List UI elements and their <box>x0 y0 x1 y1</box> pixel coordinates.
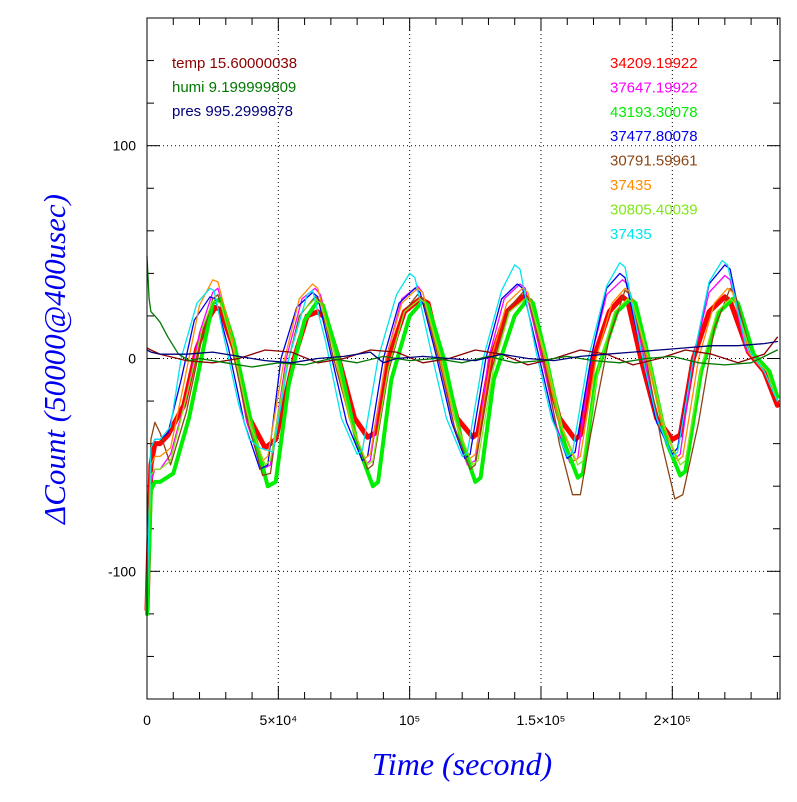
series-legend-entry-7: 37435 <box>610 226 652 243</box>
series-lines <box>144 255 780 616</box>
x-tick-label-0: 0 <box>143 712 151 728</box>
series-legend: 34209.19922 37647.19922 43193.30078 37477.8… <box>610 55 698 243</box>
series-legend-entry-6: 30805.40039 <box>610 201 698 218</box>
series-line-10 <box>146 340 779 364</box>
plot-frame <box>146 17 781 700</box>
series-legend-entry-3: 37477.80078 <box>610 128 698 145</box>
x-axis-label: Time (second) <box>372 746 552 782</box>
env-legend-entry-0: temp 15.60000038 <box>172 55 297 72</box>
series-line-6 <box>146 298 779 594</box>
series-legend-entry-4: 30791.59961 <box>610 153 698 170</box>
env-legend-entry-2: pres 995.2999878 <box>172 103 293 120</box>
tick-marks <box>147 18 780 699</box>
env-legend: temp 15.60000038 humi 9.199999809 pres 995… <box>172 55 297 120</box>
x-tick-label-3: 1.5×10⁵ <box>516 712 565 728</box>
series-legend-entry-0: 34209.19922 <box>610 55 698 72</box>
series-legend-entry-1: 37647.19922 <box>610 79 698 96</box>
series-line-5 <box>146 279 779 594</box>
x-tick-label-1: 5×10⁴ <box>260 712 298 728</box>
series-legend-entry-5: 37435 <box>610 177 652 194</box>
y-axis-label: ΔCount (50000@400usec) <box>37 194 72 526</box>
series-line-9 <box>146 255 779 368</box>
y-tick-label-2: 100 <box>113 138 137 154</box>
series-legend-entry-2: 43193.30078 <box>610 104 698 121</box>
env-legend-entry-1: humi 9.199999809 <box>172 79 296 96</box>
gridlines <box>147 18 780 699</box>
y-tick-label-1: 0 <box>128 351 136 367</box>
series-line-7 <box>146 259 779 604</box>
x-tick-label-4: 2×10⁵ <box>654 712 691 728</box>
tick-labels: 0 5×10⁴ 10⁵ 1.5×10⁵ 2×10⁵ -100 0 100 <box>108 138 691 728</box>
x-tick-label-2: 10⁵ <box>399 712 420 728</box>
y-tick-label-0: -100 <box>108 563 136 579</box>
